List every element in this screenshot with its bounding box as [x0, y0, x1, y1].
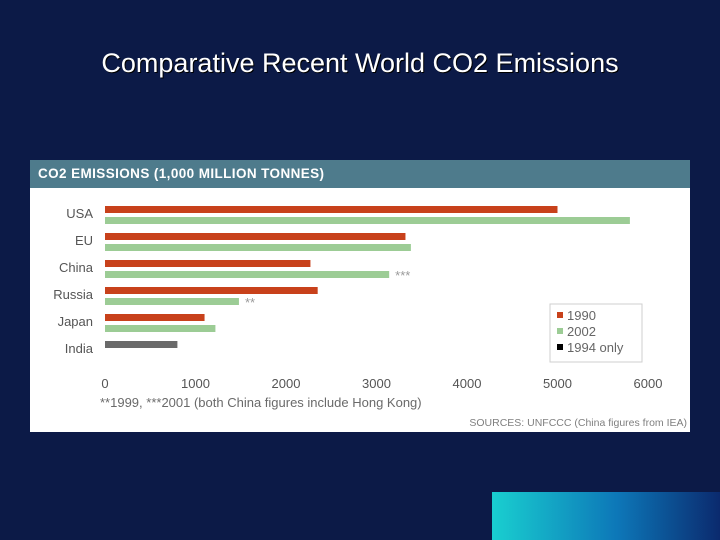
bar-japan-1990 [105, 314, 205, 321]
legend-label-2002: 2002 [567, 324, 596, 339]
category-label-eu: EU [75, 233, 93, 248]
bar-usa-2002 [105, 217, 630, 224]
x-tick-label-5000: 5000 [543, 376, 572, 391]
legend-swatch-2002 [557, 328, 563, 334]
category-label-usa: USA [66, 206, 93, 221]
legend-swatch-1994-only [557, 344, 563, 350]
category-label-russia: Russia [53, 287, 94, 302]
corner-accent [492, 492, 720, 540]
bar-annotation-china: *** [395, 268, 410, 283]
bar-russia-2002 [105, 298, 239, 305]
bar-usa-1990 [105, 206, 558, 213]
x-tick-label-4000: 4000 [453, 376, 482, 391]
x-tick-label-2000: 2000 [272, 376, 301, 391]
x-tick-label-3000: 3000 [362, 376, 391, 391]
chart-title: CO2 EMISSIONS (1,000 MILLION TONNES) [38, 166, 325, 181]
category-label-china: China [59, 260, 94, 275]
chart-panel: CO2 EMISSIONS (1,000 MILLION TONNES) USA… [30, 160, 690, 432]
bar-japan-2002 [105, 325, 216, 332]
chart-source: SOURCES: UNFCCC (China figures from IEA) [469, 417, 687, 429]
category-label-india: India [65, 341, 94, 356]
bar-eu-2002 [105, 244, 411, 251]
bar-chart: USA EU China *** Russia ** Japan India 0 1000 2000… [53, 206, 687, 429]
bar-annotation-russia: ** [245, 295, 255, 310]
x-tick-label-1000: 1000 [181, 376, 210, 391]
chart-footnote: **1999, ***2001 (both China figures incl… [100, 395, 422, 410]
slide-title: Comparative Recent World CO2 Emissions [101, 48, 619, 78]
bar-russia-1990 [105, 287, 318, 294]
legend-label-1990: 1990 [567, 308, 596, 323]
legend-swatch-1990 [557, 312, 563, 318]
x-tick-label-0: 0 [101, 376, 108, 391]
bar-china-2002 [105, 271, 390, 278]
legend-label-1994-only: 1994 only [567, 340, 624, 355]
bar-eu-1990 [105, 233, 406, 240]
bar-china-1990 [105, 260, 311, 267]
x-tick-label-6000: 6000 [634, 376, 663, 391]
chart-header: CO2 EMISSIONS (1,000 MILLION TONNES) [30, 160, 690, 188]
category-label-japan: Japan [58, 314, 93, 329]
bar-india-1994-only [105, 341, 178, 348]
legend-box [549, 303, 643, 363]
